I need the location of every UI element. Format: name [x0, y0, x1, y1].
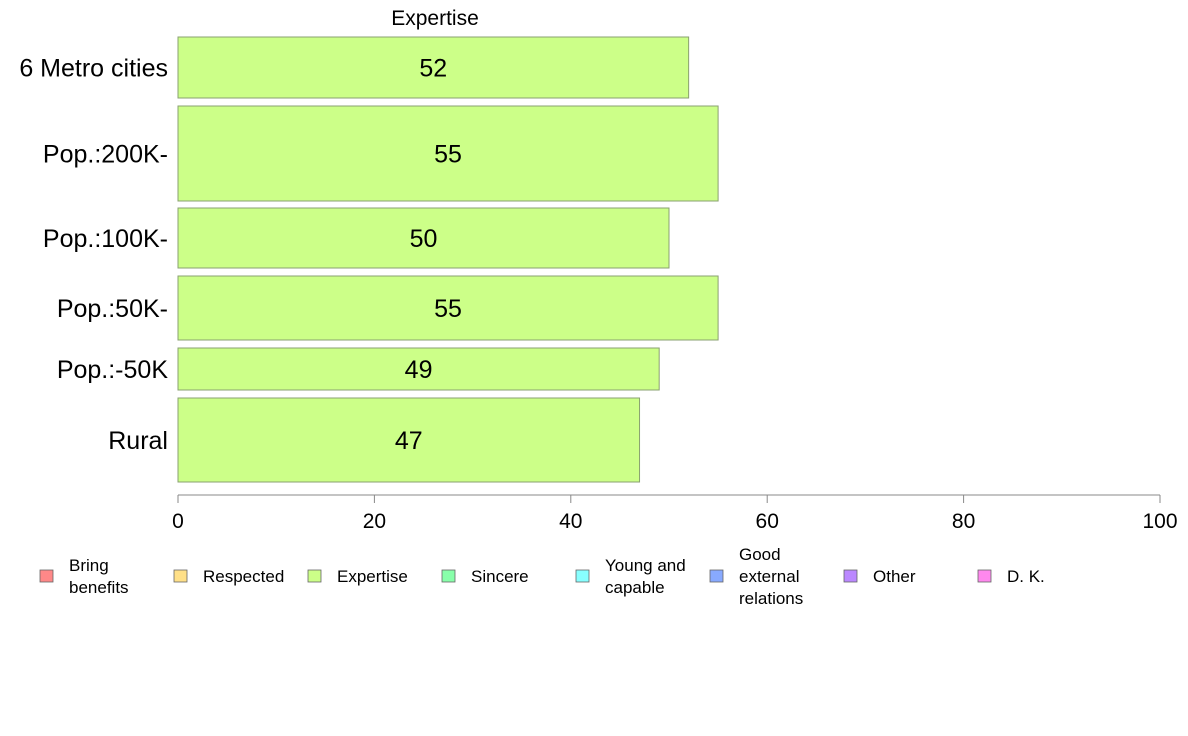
legend-swatch	[575, 569, 590, 583]
legend-swatch	[843, 569, 858, 583]
bar-value-label: 49	[405, 356, 433, 384]
bar-value-label: 55	[434, 141, 462, 169]
legend-label: Other	[873, 567, 916, 586]
x-tick-label: 20	[363, 510, 386, 533]
chart-title: Expertise	[391, 7, 479, 30]
legend-swatch	[709, 569, 724, 583]
x-tick-label: 80	[952, 510, 975, 533]
bar-value-label: 52	[419, 55, 447, 83]
bar	[177, 36, 690, 99]
bar-value-label: 50	[410, 225, 438, 253]
legend-label: Sincere	[471, 567, 529, 586]
bar-value-label: 55	[434, 295, 462, 323]
x-tick-label: 100	[1142, 510, 1177, 533]
legend-swatch	[441, 569, 456, 583]
legend-swatch	[173, 569, 188, 583]
legend-label: Bring benefits	[69, 556, 129, 597]
category-label: Rural	[108, 427, 168, 455]
x-tick-label: 0	[172, 510, 184, 533]
legend-label: Respected	[203, 567, 284, 586]
category-label: Pop.:-50K	[57, 356, 169, 384]
bar	[177, 105, 719, 202]
bar	[177, 397, 641, 483]
category-label: 6 Metro cities	[19, 55, 168, 83]
x-tick-label: 60	[756, 510, 779, 533]
category-label: Pop.:50K-	[57, 295, 168, 323]
legend-label: Expertise	[337, 567, 408, 586]
bar	[177, 347, 660, 391]
bar-value-label: 47	[395, 427, 423, 455]
legend-label: D. K.	[1007, 567, 1045, 586]
bar	[177, 275, 719, 341]
bars: 52 6 Metro cities 55 Pop.:200K- 50 Pop.:100K-…	[19, 36, 719, 483]
category-label: Pop.:200K-	[43, 141, 168, 169]
legend-label: Good external relations	[739, 545, 803, 608]
x-axis: 0 20 40 60 80 100	[172, 494, 1178, 533]
legend-swatch	[39, 569, 54, 583]
legend-swatch	[977, 569, 992, 583]
category-label: Pop.:100K-	[43, 225, 168, 253]
bar	[177, 207, 670, 269]
x-tick-label: 40	[559, 510, 582, 533]
legend-label: Young and capable	[605, 556, 686, 597]
legend: Bring benefits Respected Expertise Sincere Yo…	[39, 545, 1045, 608]
legend-swatch	[307, 569, 322, 583]
